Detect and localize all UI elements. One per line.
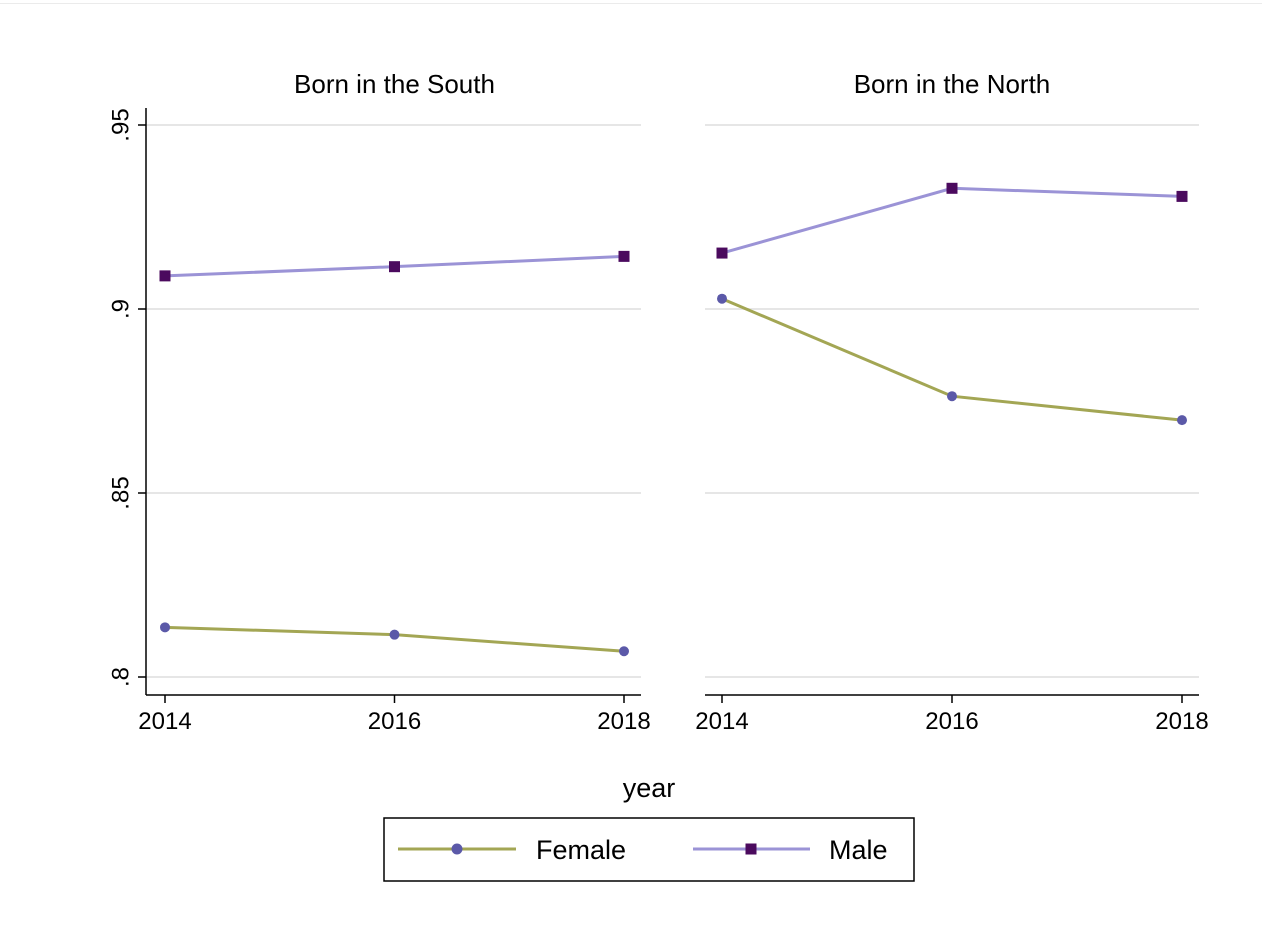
legend-marker bbox=[451, 843, 463, 855]
x-tick-label: 2018 bbox=[597, 708, 650, 735]
x-tick-label: 2016 bbox=[368, 708, 421, 735]
data-point-male bbox=[159, 270, 171, 282]
legend-label: Male bbox=[829, 835, 888, 865]
x-tick-label: 2016 bbox=[925, 708, 978, 735]
y-tick-label: .9 bbox=[107, 299, 134, 319]
series-line-male bbox=[721, 186, 1183, 255]
data-point-female bbox=[717, 293, 727, 304]
data-point-female bbox=[389, 629, 400, 640]
data-point-male bbox=[1176, 190, 1188, 202]
y-tick-label: .95 bbox=[107, 108, 134, 141]
panel-title: Born in the South bbox=[294, 69, 495, 99]
y-tick-label: .8 bbox=[107, 667, 134, 687]
x-tick-label: 2018 bbox=[1155, 708, 1208, 735]
series-line-female bbox=[721, 297, 1183, 422]
data-point-female bbox=[160, 622, 170, 633]
data-point-female bbox=[1177, 415, 1187, 426]
data-point-male bbox=[716, 247, 728, 259]
top-divider bbox=[0, 3, 1262, 4]
data-point-female bbox=[947, 391, 957, 402]
x-tick-label: 2014 bbox=[138, 708, 191, 735]
x-tick-label: 2014 bbox=[695, 708, 748, 735]
data-point-male bbox=[618, 250, 630, 262]
data-point-male bbox=[946, 182, 958, 194]
data-point-female bbox=[619, 646, 629, 657]
legend-label: Female bbox=[536, 835, 626, 865]
legend-marker bbox=[745, 843, 757, 855]
panel-title: Born in the North bbox=[854, 69, 1051, 99]
y-tick-label: .85 bbox=[107, 476, 134, 509]
data-point-male bbox=[389, 261, 400, 273]
x-axis-title: year bbox=[623, 773, 676, 803]
